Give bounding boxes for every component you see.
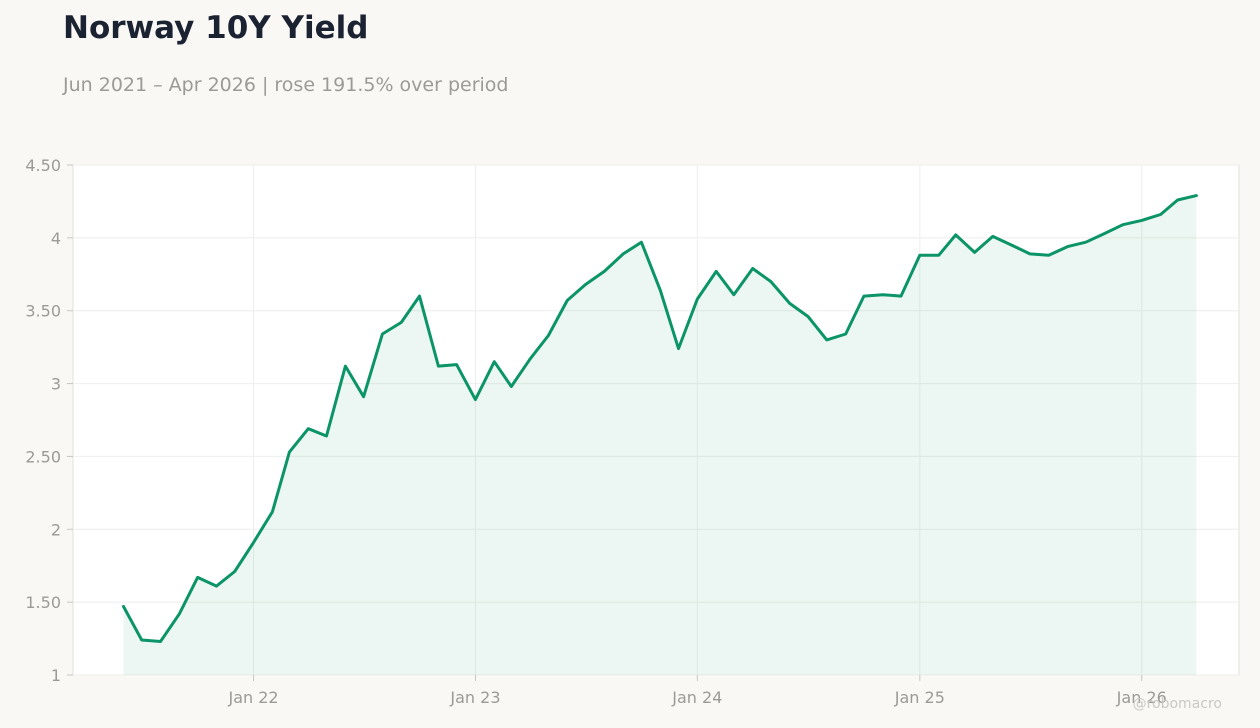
data-point bbox=[622, 252, 625, 255]
data-point bbox=[973, 251, 976, 254]
data-point bbox=[1028, 252, 1031, 255]
area-layer bbox=[123, 195, 1197, 675]
data-point bbox=[159, 640, 162, 643]
data-point bbox=[1195, 194, 1198, 197]
y-tick-label: 3 bbox=[51, 375, 61, 394]
y-tick-label: 2 bbox=[51, 520, 61, 539]
plot-area bbox=[72, 164, 1240, 676]
y-tick-label: 4 bbox=[51, 229, 61, 248]
data-point bbox=[418, 295, 421, 298]
data-point bbox=[400, 321, 403, 324]
y-tick-label: 1 bbox=[51, 666, 61, 685]
line-layer bbox=[122, 194, 1198, 643]
data-point bbox=[1066, 245, 1069, 248]
data-point bbox=[474, 398, 477, 401]
series-line bbox=[122, 194, 1198, 643]
data-point bbox=[807, 315, 810, 318]
data-point bbox=[196, 576, 199, 579]
y-tick-label: 4.50 bbox=[25, 156, 61, 175]
data-point bbox=[233, 570, 236, 573]
data-point bbox=[659, 289, 662, 292]
data-point bbox=[603, 270, 606, 273]
data-point bbox=[1103, 232, 1106, 235]
data-point bbox=[271, 510, 274, 513]
data-point bbox=[788, 302, 791, 305]
data-point bbox=[751, 267, 754, 270]
data-point bbox=[437, 365, 440, 368]
data-point bbox=[900, 295, 903, 298]
data-point bbox=[1176, 199, 1179, 202]
data-point bbox=[344, 365, 347, 368]
data-point bbox=[696, 298, 699, 301]
data-point bbox=[1140, 219, 1143, 222]
x-tick-label: Jan 25 bbox=[894, 688, 945, 707]
data-point bbox=[844, 333, 847, 336]
data-point bbox=[732, 293, 735, 296]
data-point bbox=[288, 451, 291, 454]
data-point bbox=[862, 295, 865, 298]
data-point bbox=[215, 585, 218, 588]
data-point bbox=[307, 427, 310, 430]
data-point bbox=[1010, 244, 1013, 247]
data-point bbox=[769, 280, 772, 283]
chart-title: Norway 10Y Yield bbox=[63, 10, 369, 46]
data-point bbox=[493, 360, 496, 363]
data-point bbox=[937, 254, 940, 257]
data-point bbox=[954, 233, 957, 236]
x-tick-label: Jan 24 bbox=[671, 688, 722, 707]
series-area bbox=[123, 195, 1197, 675]
x-tick-label: Jan 23 bbox=[449, 688, 500, 707]
x-tick-label: Jan 22 bbox=[227, 688, 278, 707]
data-point bbox=[566, 299, 569, 302]
data-point bbox=[510, 385, 513, 388]
grid-lines bbox=[73, 164, 1239, 676]
data-point bbox=[881, 293, 884, 296]
data-point bbox=[825, 338, 828, 341]
data-point bbox=[529, 357, 532, 360]
y-tick-label: 1.50 bbox=[25, 593, 61, 612]
watermark: @robomacro bbox=[1132, 696, 1222, 712]
data-point bbox=[547, 334, 550, 337]
data-point bbox=[325, 435, 328, 438]
data-point bbox=[991, 235, 994, 238]
x-tick-label: Jan 26 bbox=[1116, 688, 1167, 707]
data-point bbox=[677, 347, 680, 350]
data-point bbox=[584, 283, 587, 286]
chart-subtitle: Jun 2021 – Apr 2026 | rose 191.5% over p… bbox=[63, 74, 509, 96]
data-point bbox=[362, 395, 365, 398]
data-point bbox=[178, 612, 181, 615]
data-point bbox=[1084, 241, 1087, 244]
data-point bbox=[140, 639, 143, 642]
data-point bbox=[1159, 213, 1162, 216]
data-point bbox=[455, 363, 458, 366]
data-point bbox=[640, 241, 643, 244]
y-tick-label: 3.50 bbox=[25, 302, 61, 321]
data-point bbox=[1121, 223, 1124, 226]
data-point bbox=[715, 270, 718, 273]
data-point bbox=[918, 254, 921, 257]
data-point bbox=[252, 541, 255, 544]
y-tick-label: 2.50 bbox=[25, 447, 61, 466]
data-point bbox=[381, 333, 384, 336]
y-axis: 1 1.50 2 2.50 3 3.50 4 4.50 bbox=[25, 156, 73, 685]
data-point bbox=[1047, 254, 1050, 257]
data-point bbox=[122, 605, 125, 608]
x-axis: Jan 22 Jan 23 Jan 24 Jan 25 Jan 26 bbox=[227, 675, 1167, 707]
